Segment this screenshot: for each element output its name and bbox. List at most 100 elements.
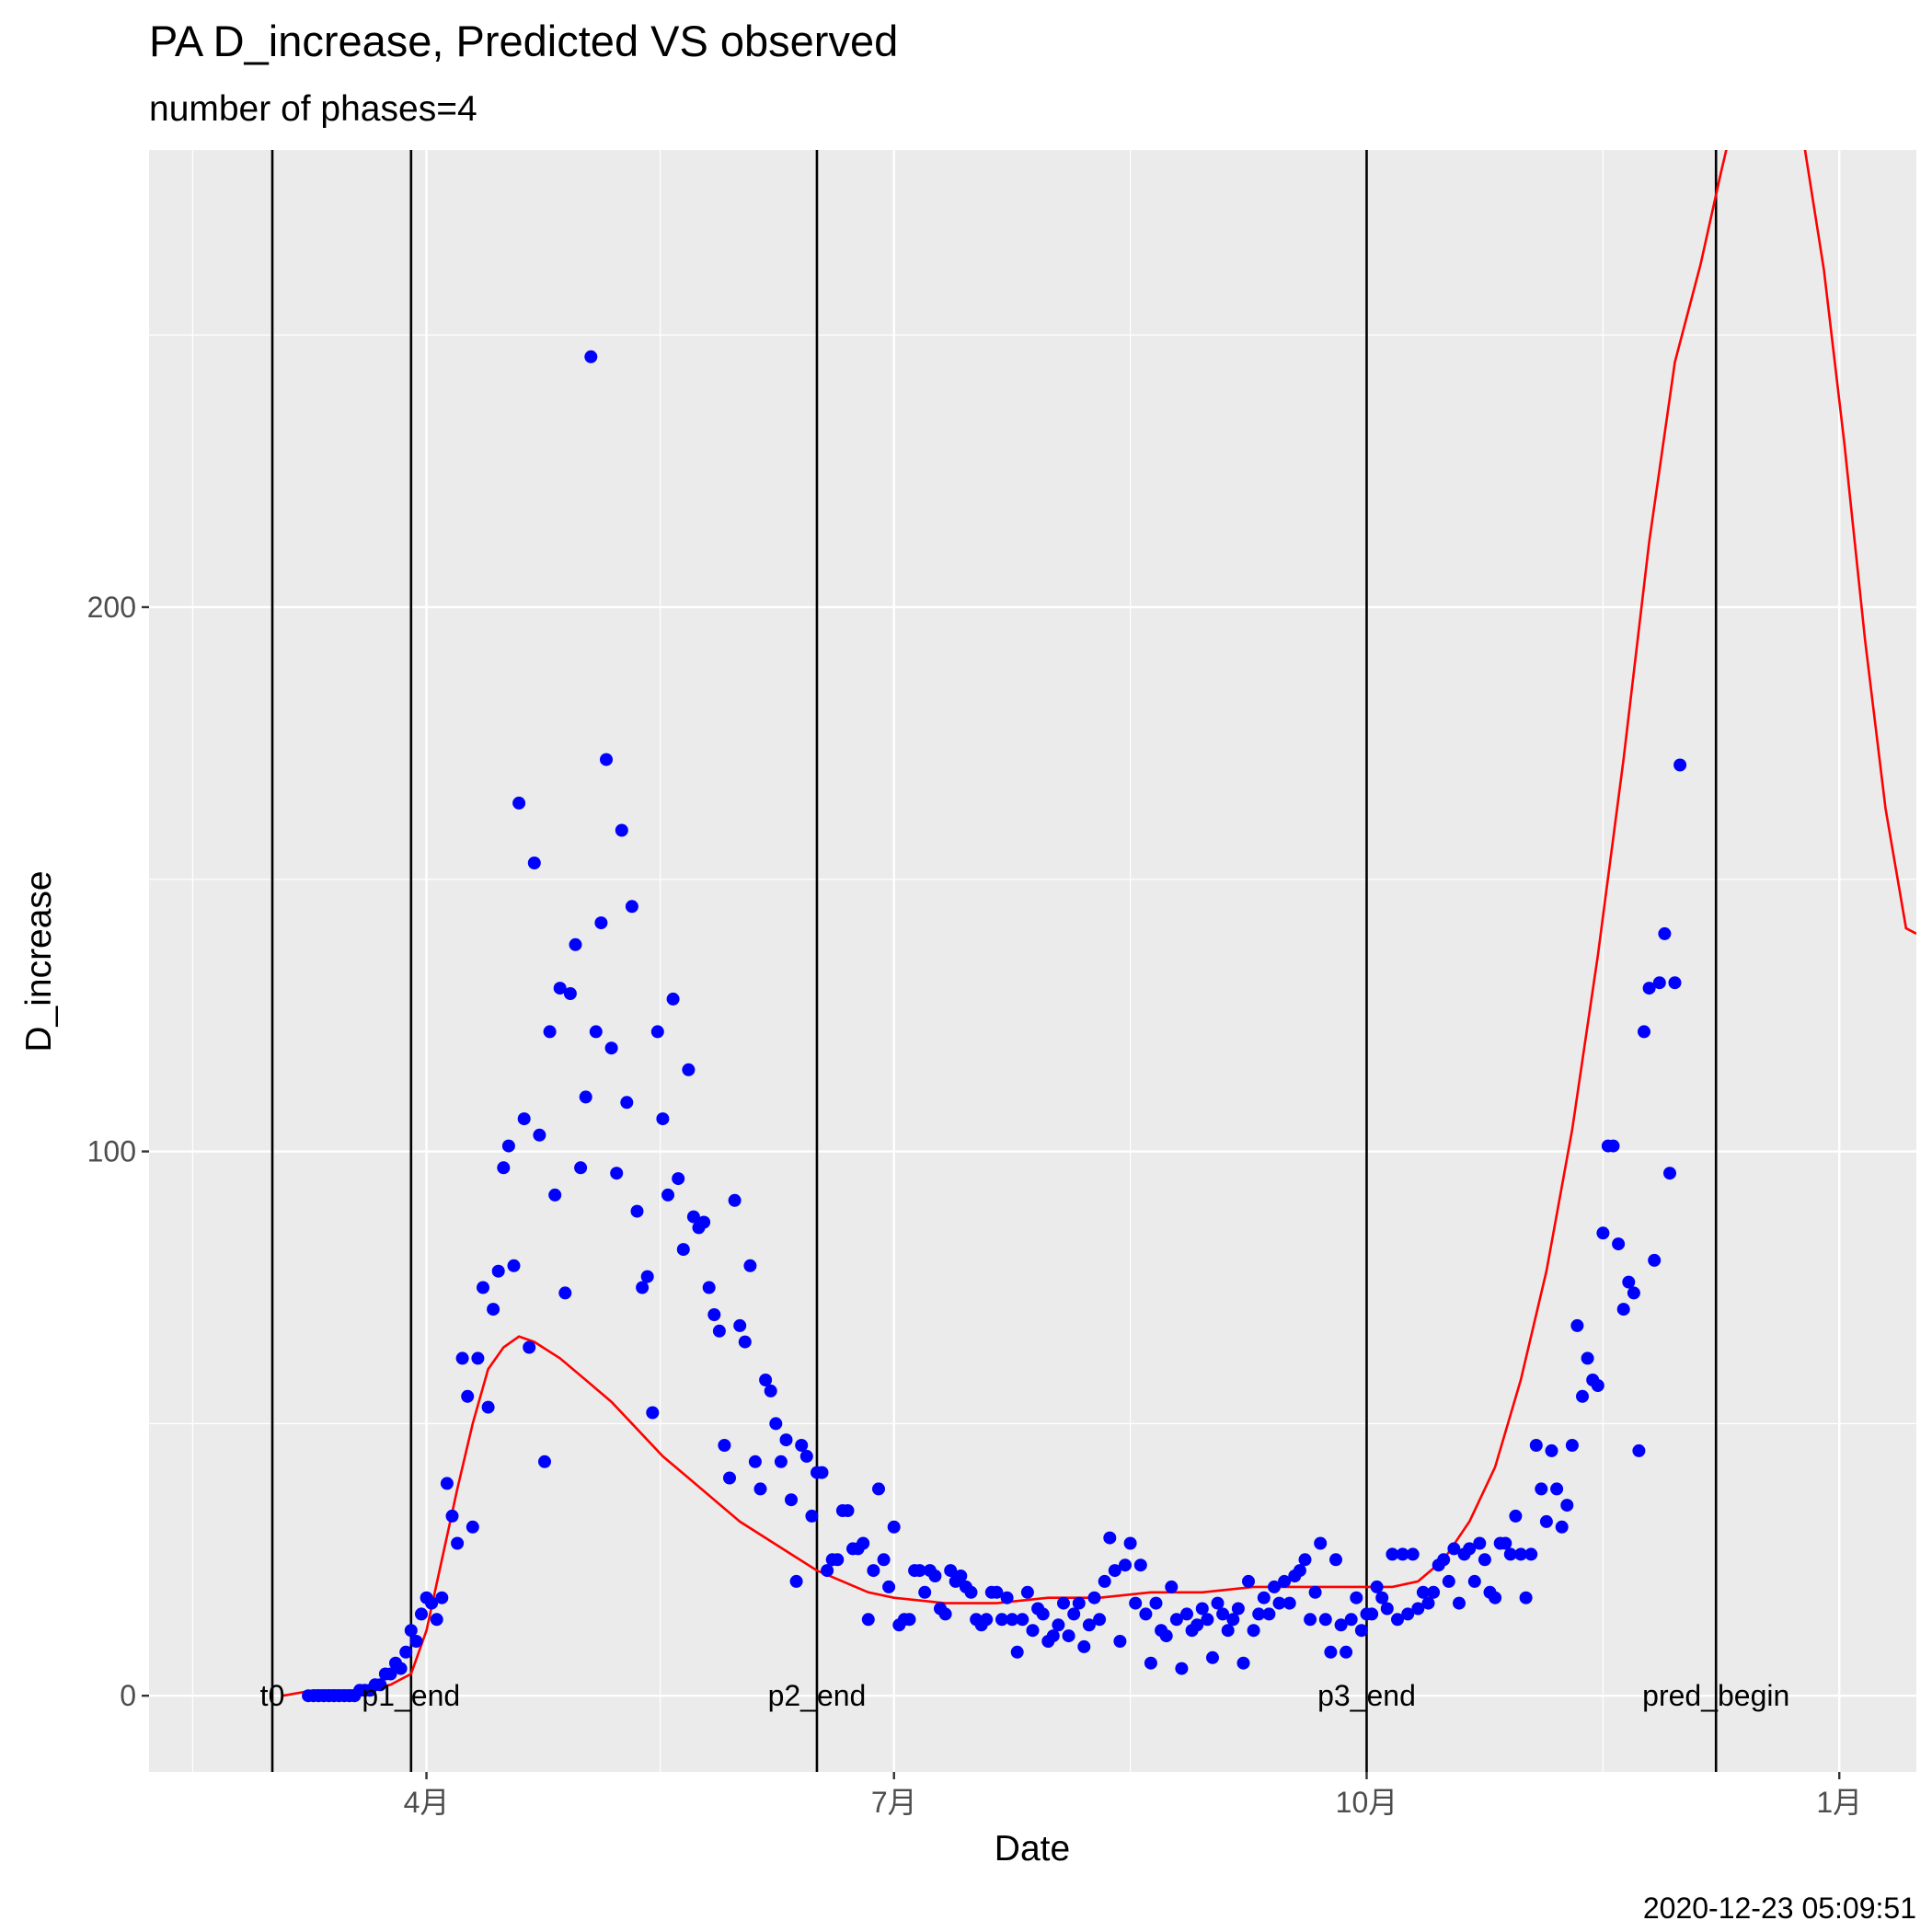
- observed-point: [1324, 1645, 1338, 1659]
- observed-point: [1499, 1536, 1512, 1550]
- observed-point: [666, 992, 680, 1006]
- observed-point: [1139, 1607, 1153, 1621]
- observed-point: [1421, 1596, 1435, 1610]
- y-tick-label: 100: [87, 1135, 136, 1168]
- observed-point: [1169, 1613, 1183, 1627]
- observed-point: [399, 1645, 413, 1659]
- phase-label: p2_end: [768, 1679, 867, 1712]
- observed-point: [1396, 1547, 1409, 1561]
- observed-point: [733, 1318, 747, 1332]
- observed-point: [1016, 1613, 1029, 1627]
- observed-point: [1365, 1607, 1379, 1621]
- observed-point: [1129, 1596, 1143, 1610]
- observed-point: [1437, 1553, 1451, 1567]
- observed-point: [1082, 1618, 1096, 1632]
- y-axis: 0 100 200: [87, 591, 149, 1712]
- observed-point: [815, 1466, 829, 1479]
- observed-point: [594, 916, 608, 930]
- observed-point: [384, 1667, 397, 1681]
- observed-point: [1642, 982, 1656, 995]
- observed-point: [445, 1509, 459, 1523]
- observed-point: [1401, 1607, 1415, 1621]
- observed-point: [512, 796, 526, 810]
- observed-point: [1098, 1574, 1111, 1588]
- observed-point: [1293, 1564, 1306, 1578]
- observed-point: [1463, 1542, 1477, 1556]
- observed-point: [841, 1504, 855, 1517]
- phase-label: t0: [260, 1679, 285, 1712]
- observed-point: [1026, 1624, 1040, 1638]
- x-tick-label: 10月: [1336, 1786, 1398, 1819]
- observed-point: [867, 1564, 880, 1578]
- observed-point: [1165, 1580, 1179, 1593]
- observed-point: [1195, 1602, 1209, 1616]
- observed-point: [1221, 1624, 1235, 1638]
- observed-point: [374, 1678, 387, 1692]
- observed-point: [1175, 1662, 1189, 1675]
- x-tick-label: 7月: [871, 1786, 917, 1819]
- observed-point: [1010, 1645, 1024, 1659]
- observed-point: [1638, 1025, 1650, 1039]
- observed-point: [610, 1167, 624, 1180]
- observed-point: [558, 1286, 572, 1300]
- observed-point: [1467, 1574, 1481, 1588]
- observed-point: [604, 1041, 618, 1055]
- observed-point: [394, 1662, 408, 1675]
- observed-point: [1272, 1596, 1286, 1610]
- observed-point: [1052, 1618, 1065, 1632]
- x-axis: 4月 7月 10月 1月: [404, 1772, 1862, 1819]
- observed-point: [1344, 1613, 1358, 1627]
- observed-point: [964, 1585, 978, 1599]
- observed-point: [980, 1613, 994, 1627]
- observed-point: [1236, 1656, 1250, 1670]
- observed-point: [481, 1400, 495, 1414]
- observed-point: [672, 1172, 685, 1186]
- observed-point: [938, 1607, 952, 1621]
- observed-point: [882, 1580, 896, 1593]
- observed-point: [1149, 1596, 1163, 1610]
- observed-point: [1226, 1613, 1240, 1627]
- observed-point: [527, 857, 541, 869]
- observed-point: [1560, 1499, 1574, 1512]
- observed-point: [1596, 1226, 1610, 1240]
- observed-point: [1180, 1607, 1193, 1621]
- observed-point: [1298, 1553, 1312, 1567]
- observed-point: [1262, 1607, 1276, 1621]
- observed-point: [1648, 1253, 1662, 1267]
- observed-point: [620, 1096, 634, 1110]
- observed-point: [799, 1449, 813, 1463]
- observed-point: [1519, 1591, 1533, 1604]
- observed-point: [1282, 1596, 1296, 1610]
- observed-point: [1652, 976, 1666, 990]
- predicted-line: [282, 150, 1916, 1697]
- observed-point: [903, 1613, 916, 1627]
- observed-point: [928, 1570, 942, 1582]
- observed-point: [574, 1161, 588, 1175]
- observed-point: [1406, 1547, 1420, 1561]
- observed-points: [302, 350, 1687, 1703]
- observed-point: [1555, 1520, 1569, 1534]
- observed-point: [774, 1455, 788, 1468]
- observed-point: [650, 1025, 664, 1039]
- observed-point: [779, 1433, 793, 1447]
- observed-point: [1370, 1580, 1384, 1593]
- observed-point: [589, 1025, 603, 1039]
- observed-point: [1242, 1574, 1255, 1588]
- observed-point: [584, 350, 598, 363]
- observed-point: [517, 1112, 531, 1126]
- observed-point: [1046, 1629, 1060, 1643]
- observed-point: [1247, 1624, 1260, 1638]
- observed-point: [748, 1455, 762, 1468]
- observed-point: [1314, 1536, 1328, 1550]
- observed-point: [523, 1340, 536, 1354]
- observed-point: [686, 1210, 700, 1224]
- observed-point: [409, 1635, 423, 1648]
- observed-point: [1576, 1389, 1589, 1403]
- observed-point: [1350, 1591, 1363, 1604]
- observed-point: [1668, 976, 1682, 990]
- observed-point: [1509, 1509, 1523, 1523]
- observed-point: [600, 753, 613, 766]
- observed-point: [1535, 1482, 1548, 1496]
- observed-point: [1632, 1443, 1646, 1457]
- observed-point: [1375, 1591, 1389, 1604]
